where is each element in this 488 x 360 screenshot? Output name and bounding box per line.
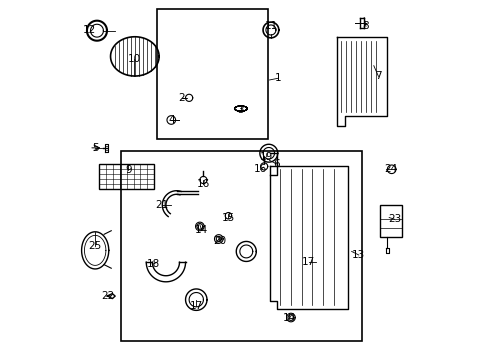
Text: 11: 11 xyxy=(264,21,277,31)
Text: 9: 9 xyxy=(125,165,131,175)
Text: 7: 7 xyxy=(374,71,381,81)
Text: 2: 2 xyxy=(178,93,185,103)
Text: 12: 12 xyxy=(82,25,96,35)
Text: 24: 24 xyxy=(384,164,397,174)
Text: 21: 21 xyxy=(155,200,169,210)
Text: 20: 20 xyxy=(212,236,225,246)
Bar xyxy=(380,205,401,237)
Text: 14: 14 xyxy=(195,225,208,235)
Bar xyxy=(121,152,362,341)
Text: 17: 17 xyxy=(189,301,203,311)
Text: 22: 22 xyxy=(101,291,114,301)
Text: 17: 17 xyxy=(302,257,315,267)
Text: 6: 6 xyxy=(273,159,280,169)
Bar xyxy=(157,9,267,139)
Text: 25: 25 xyxy=(88,241,102,251)
Text: 4: 4 xyxy=(167,115,174,125)
Text: 5: 5 xyxy=(92,143,98,153)
Text: 16: 16 xyxy=(253,164,266,174)
Text: 16: 16 xyxy=(196,179,210,189)
Text: 23: 23 xyxy=(387,214,400,224)
Text: 1: 1 xyxy=(275,73,281,83)
Text: 13: 13 xyxy=(351,250,365,260)
Text: 15: 15 xyxy=(222,212,235,222)
Text: 14: 14 xyxy=(282,312,295,323)
Text: 3: 3 xyxy=(237,105,244,115)
Bar xyxy=(99,164,154,189)
Text: 8: 8 xyxy=(362,21,368,31)
Text: 10: 10 xyxy=(128,54,141,64)
Text: 19: 19 xyxy=(260,152,273,162)
Text: 18: 18 xyxy=(146,259,160,269)
